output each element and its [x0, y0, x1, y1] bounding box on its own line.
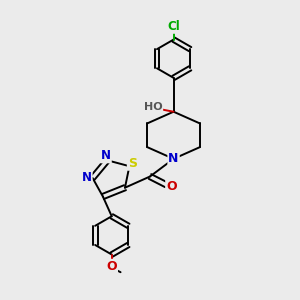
- Text: O: O: [166, 180, 177, 193]
- Text: S: S: [128, 157, 137, 170]
- Text: HO: HO: [144, 102, 162, 112]
- Text: N: N: [82, 172, 92, 184]
- Text: N: N: [168, 152, 179, 165]
- Text: O: O: [106, 260, 117, 273]
- Text: Cl: Cl: [167, 20, 180, 33]
- Text: N: N: [101, 149, 111, 162]
